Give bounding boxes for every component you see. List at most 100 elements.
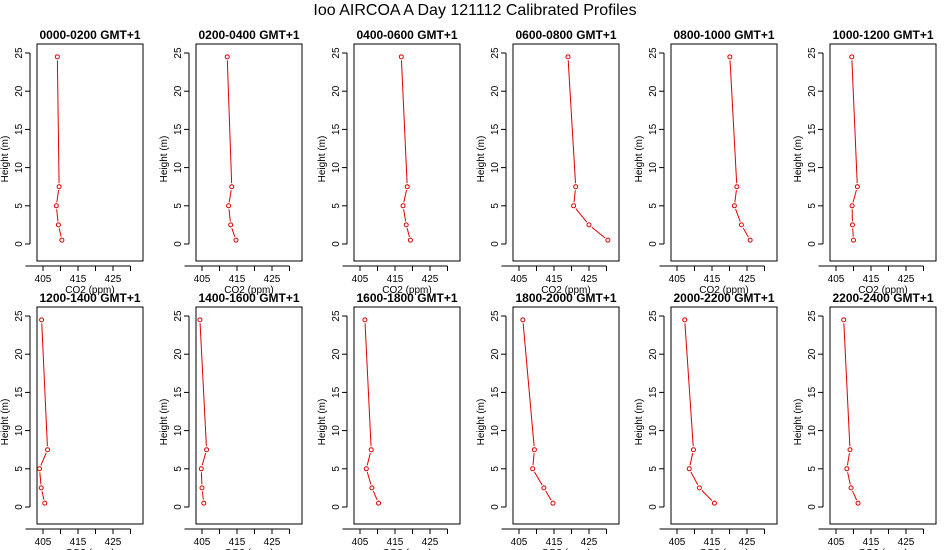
profile-segment [852, 189, 857, 203]
y-tick-label: 15 [14, 386, 25, 398]
plot-frame [829, 43, 937, 262]
y-tick-label: 10 [648, 162, 659, 174]
panel-title: 0200-0400 GMT+1 [198, 28, 299, 42]
y-tick-label: 25 [331, 47, 342, 59]
profile-segment [406, 228, 410, 237]
x-tick-label: 415 [863, 274, 880, 285]
data-point [573, 184, 579, 190]
data-point [550, 500, 556, 506]
profile-segment [58, 228, 62, 237]
data-point [847, 447, 853, 453]
data-point [233, 237, 239, 243]
data-point [228, 222, 234, 228]
data-point [565, 54, 571, 60]
data-point [747, 237, 753, 243]
data-point [229, 184, 235, 190]
plot-frame [512, 306, 620, 525]
plot-frame [195, 306, 303, 525]
profile-segment [201, 491, 204, 500]
panel-1: 0200-0400 GMT+1 0 5 10 15 20 25 Height (m) 405 41… [159, 28, 303, 296]
y-tick-label: 0 [807, 241, 818, 247]
y-tick-label: 0 [173, 504, 184, 510]
panel-title: 2000-2200 GMT+1 [673, 291, 774, 305]
y-tick-label: 25 [331, 310, 342, 322]
panel-title: 0000-0200 GMT+1 [39, 28, 140, 42]
profile-segment [201, 452, 207, 466]
y-tick-label: 0 [331, 241, 342, 247]
y-tick-label: 25 [648, 47, 659, 59]
data-point [59, 237, 65, 243]
x-axis-label: CO2 (ppm) [224, 285, 273, 296]
x-axis-label: CO2 (ppm) [858, 548, 907, 550]
y-tick-label: 20 [14, 348, 25, 360]
profile-segment [684, 323, 694, 447]
y-tick-label: 5 [173, 466, 184, 472]
y-tick-label: 20 [490, 348, 501, 360]
y-axis-label: Height (m) [0, 399, 11, 446]
y-axis-label: Height (m) [793, 136, 804, 183]
panel-4: 0800-1000 GMT+1 0 5 10 15 20 25 Height (m) 405 41… [634, 28, 778, 296]
profile-segment [734, 190, 737, 203]
y-tick-label: 5 [648, 466, 659, 472]
y-tick-label: 10 [173, 425, 184, 437]
data-point [848, 485, 854, 491]
y-axis-label: Height (m) [317, 399, 328, 446]
y-tick-label: 25 [173, 310, 184, 322]
profile-segment [689, 453, 694, 466]
y-tick-label: 5 [14, 466, 25, 472]
profile-segment [199, 323, 207, 447]
y-tick-label: 25 [14, 310, 25, 322]
profile-segment [40, 452, 47, 466]
x-tick-label: 425 [105, 537, 122, 548]
x-axis-label: CO2 (ppm) [699, 285, 748, 296]
data-point [37, 466, 42, 472]
y-axis-label: Height (m) [317, 136, 328, 183]
profile-segment [41, 323, 48, 447]
plot-frame [670, 306, 778, 525]
y-tick-label: 15 [331, 123, 342, 135]
panel-3: 0600-0800 GMT+1 0 5 10 15 20 25 Height (m) 405 41… [476, 28, 620, 296]
profile-segment [847, 472, 851, 485]
profile-segment [226, 60, 233, 184]
x-axis-label: CO2 (ppm) [65, 548, 114, 550]
y-tick-label: 10 [14, 425, 25, 437]
y-tick-label: 25 [490, 47, 501, 59]
y-tick-label: 10 [807, 425, 818, 437]
panel-title: 1200-1400 GMT+1 [39, 291, 140, 305]
data-point [226, 203, 232, 209]
data-point [849, 54, 855, 60]
y-tick-label: 0 [331, 504, 342, 510]
data-point [38, 485, 44, 491]
panel-6: 1200-1400 GMT+1 0 5 10 15 20 25 Height (m) 405 41… [0, 291, 144, 550]
profile-segment [403, 209, 407, 222]
x-tick-label: 415 [704, 537, 721, 548]
x-axis-label: CO2 (ppm) [858, 285, 907, 296]
profile-segment [56, 60, 60, 184]
y-axis-label: Height (m) [476, 399, 487, 446]
plot-frame [36, 43, 144, 262]
profile-segment [522, 323, 535, 447]
data-point [734, 184, 740, 190]
data-point [844, 466, 850, 472]
x-tick-label: 425 [264, 537, 281, 548]
y-tick-label: 15 [490, 123, 501, 135]
data-point [696, 485, 702, 491]
y-tick-label: 25 [807, 47, 818, 59]
y-axis-label: Height (m) [0, 136, 11, 183]
x-tick-label: 405 [511, 274, 528, 285]
profile-segment [56, 209, 59, 222]
data-point [53, 203, 59, 209]
y-tick-label: 20 [807, 348, 818, 360]
data-point [855, 500, 861, 506]
profile-segment [852, 490, 858, 501]
y-tick-label: 20 [331, 85, 342, 97]
y-tick-label: 0 [173, 241, 184, 247]
panel-10: 2000-2200 GMT+1 0 5 10 15 20 25 Height (m) 405 41… [634, 291, 778, 550]
profile-segment [846, 453, 850, 466]
profile-segment [366, 472, 372, 485]
data-point [362, 317, 368, 323]
y-tick-label: 0 [14, 504, 25, 510]
y-tick-label: 10 [331, 162, 342, 174]
